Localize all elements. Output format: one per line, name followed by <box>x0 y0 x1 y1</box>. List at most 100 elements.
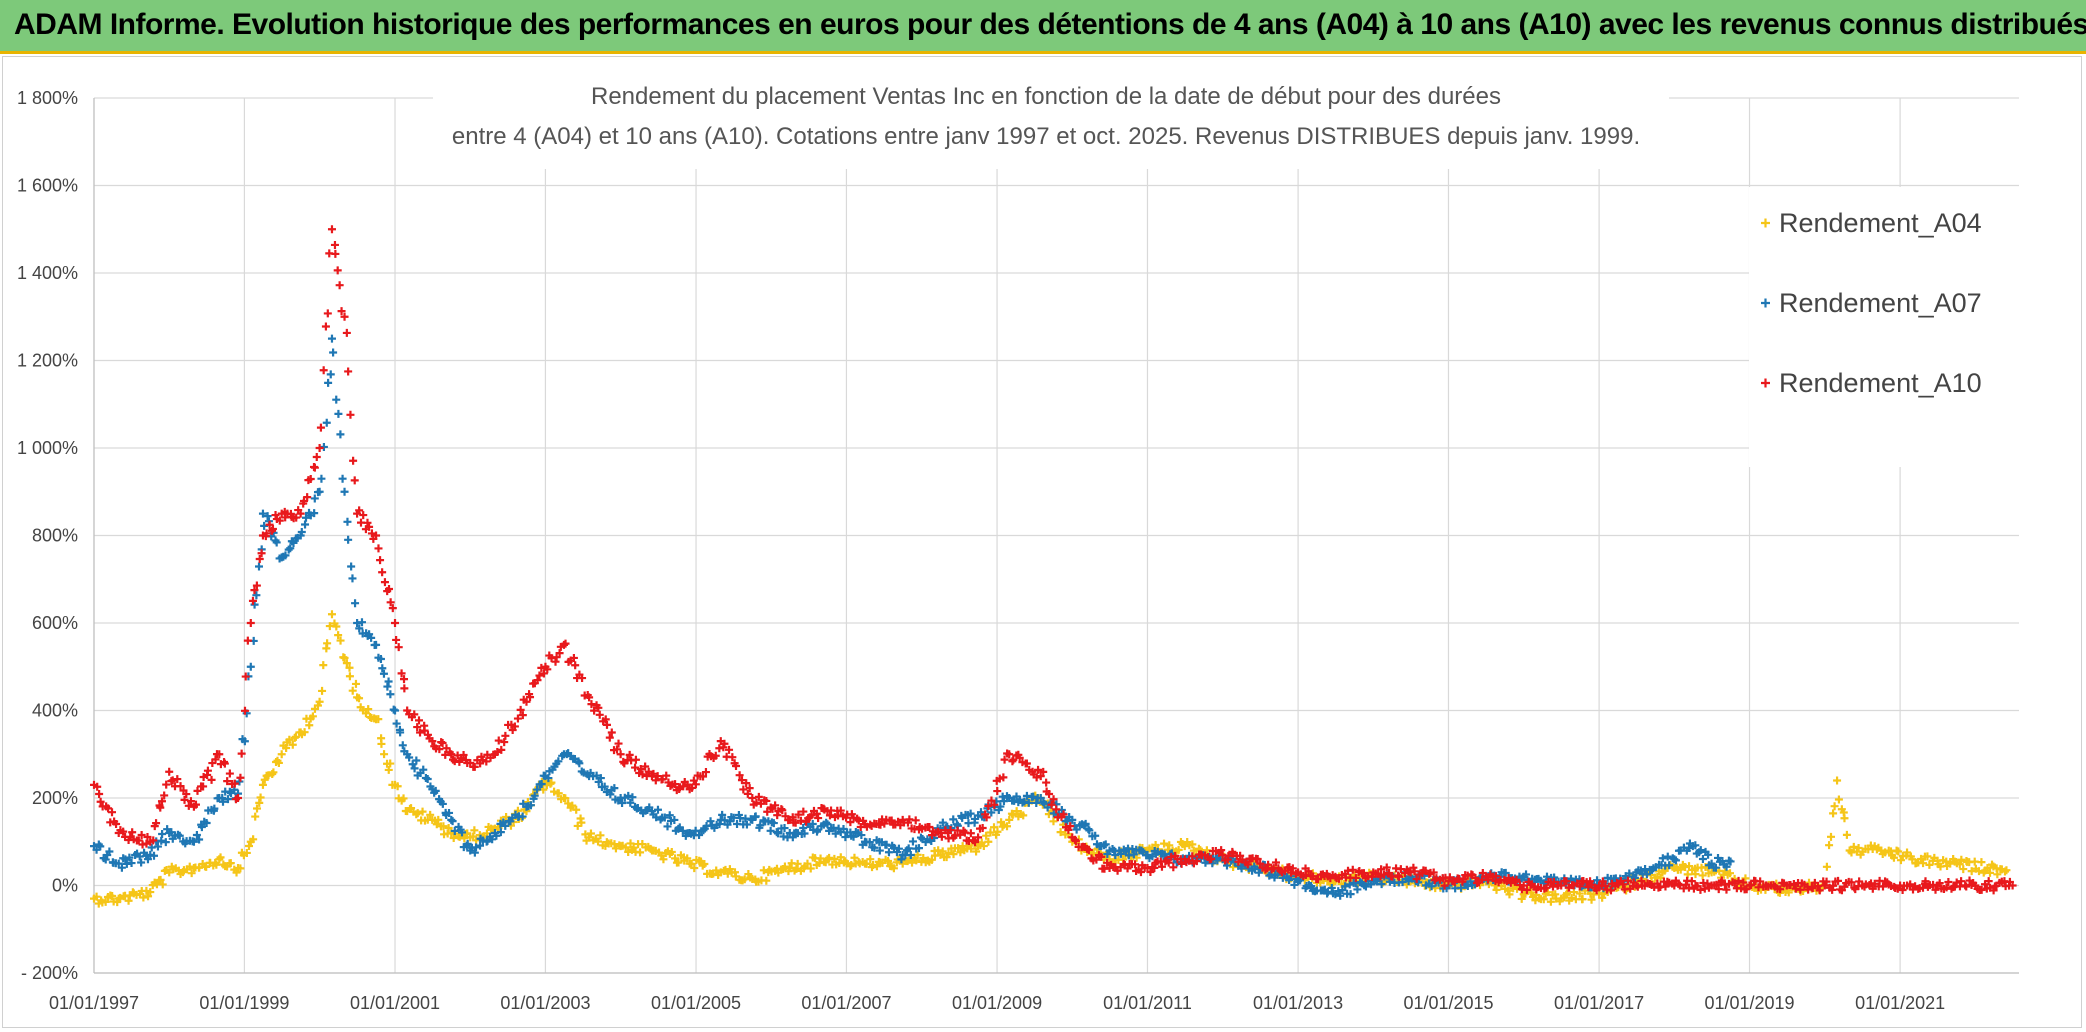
series-mark <box>95 790 104 799</box>
series-mark <box>1840 814 1849 823</box>
x-tick-label: 01/01/2011 <box>1103 993 1192 1013</box>
series-mark <box>211 755 220 764</box>
data-point <box>748 794 757 802</box>
series-mark <box>388 604 397 613</box>
series-mark <box>780 862 789 871</box>
series-mark <box>737 776 746 785</box>
series-mark <box>1348 865 1357 874</box>
series-mark <box>1243 860 1252 869</box>
series-mark <box>746 815 755 824</box>
series-mark <box>869 861 878 870</box>
series-mark <box>1080 821 1089 830</box>
series-mark <box>762 796 771 805</box>
series-mark <box>1539 895 1548 904</box>
series-mark <box>105 847 114 856</box>
series-mark <box>313 701 322 710</box>
series-mark <box>551 657 560 666</box>
series-mark <box>938 847 947 856</box>
series-mark <box>533 785 542 794</box>
series-mark <box>1742 885 1751 894</box>
series-mark <box>256 793 265 802</box>
series-mark <box>144 892 153 901</box>
series-mark <box>255 554 264 563</box>
series-mark <box>687 859 696 868</box>
series-mark <box>1592 886 1601 895</box>
series-mark <box>1796 885 1805 894</box>
series-mark <box>533 676 542 685</box>
series-mark <box>1111 851 1120 860</box>
series-mark <box>645 803 654 812</box>
series-mark <box>226 859 235 868</box>
series-mark <box>212 750 221 759</box>
series-mark <box>1002 792 1011 801</box>
series-mark <box>1825 841 1834 850</box>
series-mark <box>967 844 976 853</box>
series-mark <box>1578 895 1587 904</box>
series-mark <box>305 721 314 730</box>
series-mark <box>216 853 225 862</box>
x-tick-label: 01/01/2001 <box>350 993 440 1013</box>
series-mark <box>394 643 403 652</box>
series-mark <box>413 723 422 732</box>
series-mark <box>1969 878 1978 887</box>
series-mark <box>610 784 619 793</box>
series-mark <box>438 738 447 747</box>
series-mark <box>1410 867 1419 876</box>
series-mark <box>243 636 252 645</box>
series-mark <box>1288 864 1297 873</box>
series-mark <box>96 842 105 851</box>
series-mark <box>1412 875 1421 884</box>
series-mark <box>1575 889 1584 898</box>
series-mark <box>1140 863 1149 872</box>
series-mark <box>642 771 651 780</box>
chart-title-block: Rendement du placement Ventas Inc en fon… <box>433 69 1669 169</box>
series-mark <box>578 674 587 683</box>
series-mark <box>93 782 102 791</box>
series-mark <box>260 775 269 784</box>
series-mark <box>262 529 271 538</box>
series-mark <box>310 509 319 518</box>
series-mark <box>606 790 615 799</box>
series-mark <box>162 866 171 875</box>
series-mark <box>444 824 453 833</box>
series-mark <box>1822 862 1831 871</box>
series-mark <box>374 544 383 553</box>
series-mark <box>160 791 169 800</box>
series-mark <box>156 875 165 884</box>
data-point <box>391 619 400 627</box>
series-mark <box>618 799 627 808</box>
series-mark <box>1717 876 1726 885</box>
series-mark <box>152 819 161 828</box>
series-mark <box>272 538 281 547</box>
series-mark <box>742 779 751 788</box>
x-tick-label: 01/01/2019 <box>1704 993 1794 1013</box>
series-mark <box>345 663 354 672</box>
series-mark <box>999 773 1008 782</box>
series-mark <box>302 513 311 522</box>
series-mark <box>946 826 955 835</box>
series-mark <box>595 710 604 719</box>
series-mark <box>1623 876 1632 885</box>
series-mark <box>930 851 939 860</box>
series-mark <box>392 719 401 728</box>
series-mark <box>248 596 257 605</box>
series-mark <box>1874 843 1883 852</box>
series-mark <box>667 848 676 857</box>
series-mark <box>188 837 197 846</box>
data-point <box>974 833 983 842</box>
series-mark <box>990 823 999 832</box>
page-title: ADAM Informe. Evolution historique des p… <box>14 8 2086 41</box>
series-mark <box>1065 812 1074 821</box>
series-mark <box>432 820 441 829</box>
series-mark <box>401 807 410 815</box>
series-mark <box>1967 867 1976 876</box>
series-mark <box>849 832 858 841</box>
series-mark <box>125 853 134 862</box>
series-mark <box>396 728 405 737</box>
series-mark <box>265 520 274 529</box>
series-mark <box>897 855 906 864</box>
series-mark <box>289 538 298 547</box>
series-mark <box>773 811 782 820</box>
series-mark <box>332 622 341 631</box>
series-mark <box>949 850 958 859</box>
